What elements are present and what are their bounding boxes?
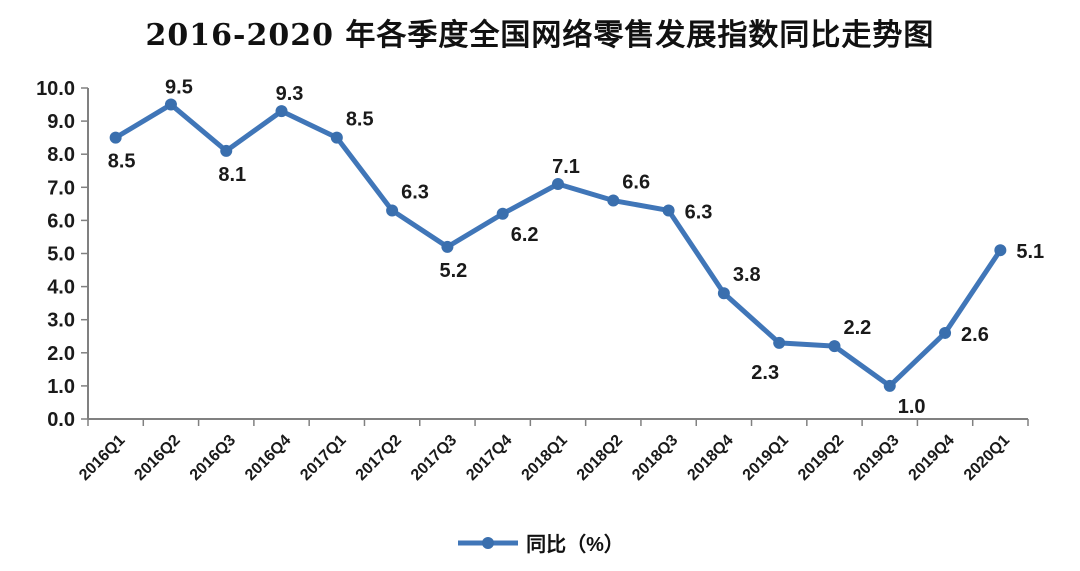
data-label: 2.2 <box>843 317 871 339</box>
data-label: 9.5 <box>165 77 193 99</box>
data-point <box>773 336 786 349</box>
data-point <box>164 98 177 111</box>
data-label: 7.1 <box>552 156 580 178</box>
data-label: 6.2 <box>511 224 539 246</box>
data-label: 3.8 <box>733 264 761 286</box>
y-tick-label: 3.0 <box>47 310 75 332</box>
data-label: 2.6 <box>961 324 989 346</box>
x-tick-label: 2018Q3 <box>629 432 681 484</box>
legend-line-marker-icon <box>458 536 519 549</box>
y-tick-label: 2.0 <box>47 343 75 365</box>
x-tick-label: 2016Q2 <box>131 432 183 484</box>
data-label: 5.1 <box>1016 241 1044 263</box>
x-tick-label: 2019Q2 <box>795 432 847 484</box>
x-tick-label: 2019Q4 <box>906 432 958 484</box>
data-point <box>883 379 896 392</box>
x-tick-label: 2016Q3 <box>187 432 239 484</box>
data-point <box>220 144 233 157</box>
data-label: 6.3 <box>401 181 429 203</box>
data-point <box>496 207 509 220</box>
data-label: 6.3 <box>685 201 713 223</box>
x-tick-label: 2017Q4 <box>463 432 515 484</box>
legend-label: 同比（%） <box>526 534 624 556</box>
data-label: 8.1 <box>218 164 246 186</box>
data-point <box>717 287 730 300</box>
x-tick-label: 2019Q1 <box>740 432 792 484</box>
y-tick-label: 4.0 <box>47 277 75 299</box>
y-tick-label: 0.0 <box>47 409 75 431</box>
x-tick-label: 2017Q3 <box>408 432 460 484</box>
y-tick-label: 9.0 <box>47 111 75 133</box>
x-tick-label: 2019Q3 <box>850 432 902 484</box>
data-point <box>330 131 343 144</box>
x-tick-label: 2017Q1 <box>297 432 349 484</box>
data-point <box>386 204 399 217</box>
data-point <box>828 340 841 353</box>
data-point <box>275 105 288 118</box>
data-label: 1.0 <box>898 396 926 418</box>
y-tick-label: 10.0 <box>36 78 75 100</box>
data-point <box>939 326 952 339</box>
data-point <box>994 244 1007 257</box>
data-point <box>662 204 675 217</box>
y-tick-label: 1.0 <box>47 376 75 398</box>
data-label: 2.3 <box>751 362 779 384</box>
x-tick-label: 2018Q1 <box>519 432 571 484</box>
y-tick-label: 8.0 <box>47 144 75 166</box>
line-chart: 0.0 1.0 2.0 3.0 4.0 5.0 6.0 7.0 8.0 9.0 10.0 2016Q1… <box>36 77 1044 485</box>
data-label: 9.3 <box>276 83 304 105</box>
x-tick-label: 2016Q4 <box>242 432 294 484</box>
x-tick-label: 2017Q2 <box>353 432 405 484</box>
legend: 同比（%） <box>0 528 1080 557</box>
data-label: 5.2 <box>440 260 468 282</box>
data-point <box>109 131 122 144</box>
data-point <box>552 177 564 190</box>
data-label: 8.5 <box>108 151 136 173</box>
data-point <box>607 194 620 207</box>
x-tick-label: 2018Q4 <box>684 432 736 484</box>
x-tick-label: 2018Q2 <box>574 432 626 484</box>
data-label: 6.6 <box>622 172 650 194</box>
chart-title: 2016-2020 年各季度全国网络零售发展指数同比走势图 <box>145 18 935 53</box>
data-point <box>441 240 454 253</box>
y-tick-label: 6.0 <box>47 210 75 232</box>
data-label: 8.5 <box>346 109 374 131</box>
x-tick-label: 2016Q1 <box>76 432 128 484</box>
y-tick-label: 7.0 <box>47 177 75 199</box>
series-line <box>113 102 1003 389</box>
x-tick-label: 2020Q1 <box>961 432 1013 484</box>
y-tick-label: 5.0 <box>47 244 75 266</box>
